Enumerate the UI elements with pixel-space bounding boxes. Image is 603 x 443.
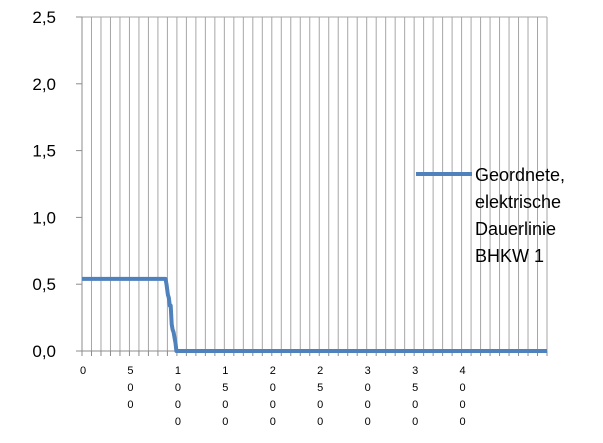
x-tick-label: 0 bbox=[365, 416, 371, 428]
x-tick-label: 0 bbox=[412, 416, 418, 428]
x-tick-label: 0 bbox=[175, 416, 181, 428]
x-tick-label: 0 bbox=[270, 382, 276, 394]
x-tick-label: 2 bbox=[317, 365, 323, 377]
x-tick-label: 0 bbox=[365, 399, 371, 411]
x-tick-label: 0 bbox=[222, 416, 228, 428]
x-tick-label: 1 bbox=[175, 365, 181, 377]
x-tick-label: 1 bbox=[222, 365, 228, 377]
gridlines bbox=[82, 16, 548, 351]
x-tick-label: 2 bbox=[270, 365, 276, 377]
legend-label: Geordnete, bbox=[475, 165, 565, 185]
x-tick-label: 3 bbox=[365, 365, 371, 377]
x-tick-label: 0 bbox=[460, 399, 466, 411]
x-tick-label: 4 bbox=[460, 365, 466, 377]
legend: Geordnete, elektrische Dauerlinie BHKW 1 bbox=[416, 165, 565, 266]
x-tick-label: 0 bbox=[222, 399, 228, 411]
x-tick-label: 0 bbox=[80, 365, 86, 377]
axes: 0,0 0,5 1,0 1,5 2,0 2,5 0 5 0 0 1 0 0 0 1 5 0 0 2 0 0 0 2 5 0 0 3 0… bbox=[32, 8, 548, 428]
legend-label: Dauerlinie bbox=[475, 219, 556, 239]
y-tick-label: 0,5 bbox=[32, 275, 56, 294]
x-tick-label: 5 bbox=[127, 365, 133, 377]
y-tick-label: 2,0 bbox=[32, 75, 56, 94]
x-tick-label: 0 bbox=[270, 399, 276, 411]
y-tick-label: 1,0 bbox=[32, 208, 56, 227]
x-tick-label: 0 bbox=[317, 399, 323, 411]
x-tick-label: 0 bbox=[460, 416, 466, 428]
x-tick-label: 0 bbox=[412, 399, 418, 411]
series-layer bbox=[82, 276, 547, 353]
legend-label: BHKW 1 bbox=[475, 246, 544, 266]
x-tick-label: 0 bbox=[460, 382, 466, 394]
x-tick-label: 0 bbox=[175, 382, 181, 394]
series-line bbox=[82, 276, 547, 353]
x-tick-label: 5 bbox=[412, 382, 418, 394]
x-tick-label: 5 bbox=[317, 382, 323, 394]
x-tick-label: 5 bbox=[222, 382, 228, 394]
x-tick-label: 0 bbox=[127, 399, 133, 411]
x-tick-label: 0 bbox=[127, 382, 133, 394]
x-tick-label: 0 bbox=[175, 399, 181, 411]
x-tick-label: 0 bbox=[270, 416, 276, 428]
y-tick-label: 0,0 bbox=[32, 342, 56, 361]
x-tick-label: 3 bbox=[412, 365, 418, 377]
x-tick-label: 0 bbox=[317, 416, 323, 428]
y-tick-label: 1,5 bbox=[32, 142, 56, 161]
y-tick-label: 2,5 bbox=[32, 8, 56, 27]
x-tick-label: 0 bbox=[365, 382, 371, 394]
legend-label: elektrische bbox=[475, 192, 561, 212]
